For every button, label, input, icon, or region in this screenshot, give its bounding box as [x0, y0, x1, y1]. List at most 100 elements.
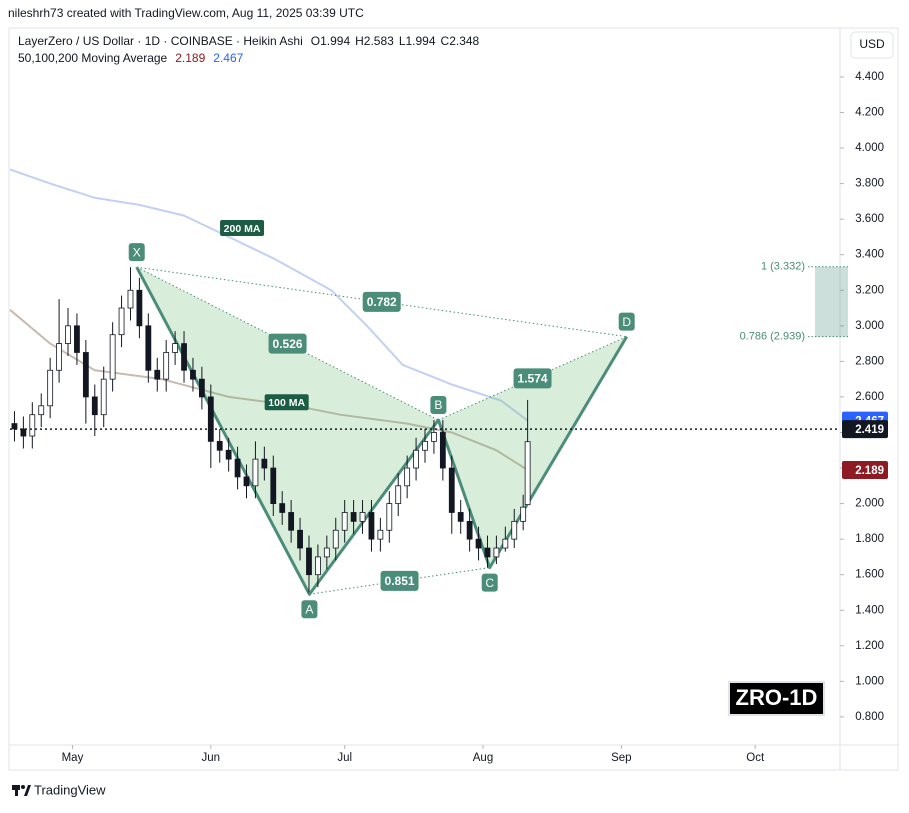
- candle: [279, 491, 286, 525]
- candle: [341, 500, 348, 543]
- candle: [261, 446, 268, 481]
- y-tick-label: 2.600: [855, 391, 884, 403]
- candle: [181, 331, 187, 383]
- candle: [439, 420, 446, 481]
- candle: [29, 402, 36, 449]
- candle-body: [172, 343, 179, 353]
- pattern-point-label: A: [305, 602, 313, 616]
- pattern-point-badge: [301, 600, 318, 619]
- pattern-point-label: B: [434, 398, 442, 412]
- candle: [395, 473, 402, 517]
- currency[interactable]: USD: [859, 37, 885, 51]
- candle: [524, 399, 531, 506]
- y-tick-label: 2.000: [855, 498, 884, 510]
- price-tag-label: 2.419: [855, 424, 884, 436]
- y-tick-label: 3.400: [855, 249, 884, 261]
- candle-body: [502, 538, 509, 549]
- candle: [11, 411, 18, 442]
- candle: [243, 464, 250, 499]
- candle: [332, 517, 339, 561]
- legend-ma-name: 50,100,200 Moving Average: [18, 51, 168, 65]
- candle: [163, 340, 170, 392]
- candle: [511, 508, 518, 549]
- candle-body: [225, 449, 232, 460]
- candle-body: [323, 547, 330, 558]
- candle-body: [341, 512, 348, 531]
- candle: [216, 428, 223, 463]
- candle-body: [190, 369, 196, 380]
- candle: [20, 416, 27, 449]
- y-tick-label: 0.800: [855, 711, 884, 723]
- ma-tag-label: 100 MA: [268, 397, 305, 409]
- ratio-badge: [362, 291, 401, 312]
- candle: [100, 366, 107, 428]
- candle: [297, 517, 303, 561]
- candle: [65, 308, 71, 357]
- candle-body: [109, 334, 116, 380]
- candle: [47, 357, 54, 419]
- symbol-badge-label: ZRO-1D: [736, 685, 818, 710]
- candle-body: [29, 414, 36, 437]
- pattern-point-label: X: [133, 245, 141, 259]
- candle-body: [448, 467, 455, 513]
- candle-body: [118, 307, 125, 336]
- candle-body: [350, 512, 357, 522]
- candle-body: [270, 467, 277, 504]
- candle: [190, 357, 196, 392]
- legend-ohlc: C2.348: [441, 34, 480, 48]
- candle: [136, 277, 143, 339]
- y-tick-label: 1.200: [855, 640, 884, 652]
- candle: [323, 535, 330, 570]
- candle: [368, 500, 375, 552]
- y-tick-label: 3.000: [855, 320, 884, 332]
- candle-body: [297, 529, 303, 549]
- candle: [466, 508, 473, 552]
- candle: [475, 526, 482, 561]
- legend-title: LayerZero / US Dollar · 1D · COINBASE · …: [18, 34, 480, 48]
- candle: [404, 455, 411, 499]
- candle-body: [163, 352, 170, 380]
- fib-label: 0.786 (2.939): [740, 331, 805, 343]
- candle-body: [395, 485, 402, 504]
- x-tick-label: May: [62, 752, 84, 764]
- moving-average-line: [9, 168, 529, 422]
- x-tick-label: Sep: [611, 752, 631, 764]
- candle: [350, 500, 357, 534]
- currency-button[interactable]: [850, 31, 894, 59]
- candle: [502, 526, 509, 552]
- ratio-badge: [380, 570, 419, 591]
- candle-body: [332, 529, 339, 549]
- candle-body: [65, 325, 71, 344]
- pattern-point-badge: [481, 573, 498, 592]
- candle-body: [511, 520, 518, 540]
- legend-ohlc: L1.994: [399, 34, 436, 48]
- candle-body: [457, 512, 464, 522]
- candle: [154, 357, 161, 392]
- candle-body: [56, 343, 62, 371]
- candle-body: [207, 396, 214, 442]
- candle-body: [359, 512, 366, 522]
- candle-body: [100, 378, 107, 416]
- ratio-label: 0.782: [367, 295, 397, 309]
- candle: [377, 517, 384, 552]
- ratio-badge: [268, 333, 307, 354]
- candle-body: [466, 520, 473, 540]
- pattern-leg: [135, 266, 628, 596]
- candle-body: [288, 512, 295, 531]
- pattern-dotted-leg: [136, 266, 627, 338]
- candle: [118, 295, 125, 348]
- candle-body: [74, 325, 80, 353]
- candle: [234, 446, 241, 490]
- chart-frame: [8, 27, 899, 771]
- candle-body: [47, 369, 54, 407]
- candle-body: [315, 556, 321, 576]
- candle: [82, 340, 89, 424]
- candle-body: [20, 428, 27, 437]
- y-tick-label: 3.600: [855, 213, 884, 225]
- pattern-point-label: C: [485, 576, 494, 590]
- ratio-label: 0.526: [273, 337, 303, 351]
- candle-body: [475, 538, 482, 549]
- candle-body: [198, 378, 205, 398]
- candle-body: [181, 343, 187, 371]
